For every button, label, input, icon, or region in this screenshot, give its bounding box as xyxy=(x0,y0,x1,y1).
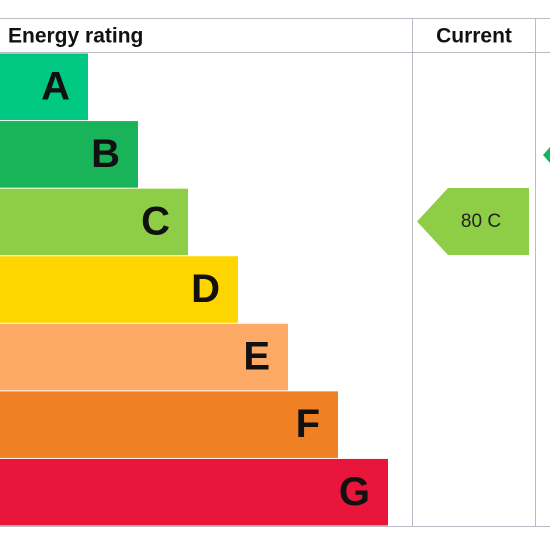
band-bar xyxy=(0,188,188,256)
band-bar xyxy=(0,323,288,391)
band-bar xyxy=(0,391,338,458)
band-letter: D xyxy=(191,267,220,311)
band-letter: G xyxy=(339,470,370,514)
band-bar xyxy=(0,256,238,323)
band-letter: E xyxy=(243,335,270,379)
potential-arrow xyxy=(543,147,550,163)
band-letter: C xyxy=(141,199,170,243)
band-bar xyxy=(0,53,88,121)
current-arrow xyxy=(417,188,529,255)
band-letter: B xyxy=(91,132,120,176)
header-title: Energy rating xyxy=(8,25,143,48)
header-current: Current xyxy=(436,25,512,48)
band-bar xyxy=(0,458,388,526)
current-rating: 80 C xyxy=(461,211,501,232)
band-letter: F xyxy=(296,402,320,446)
band-letter: A xyxy=(41,64,70,108)
band-bar xyxy=(0,121,138,188)
